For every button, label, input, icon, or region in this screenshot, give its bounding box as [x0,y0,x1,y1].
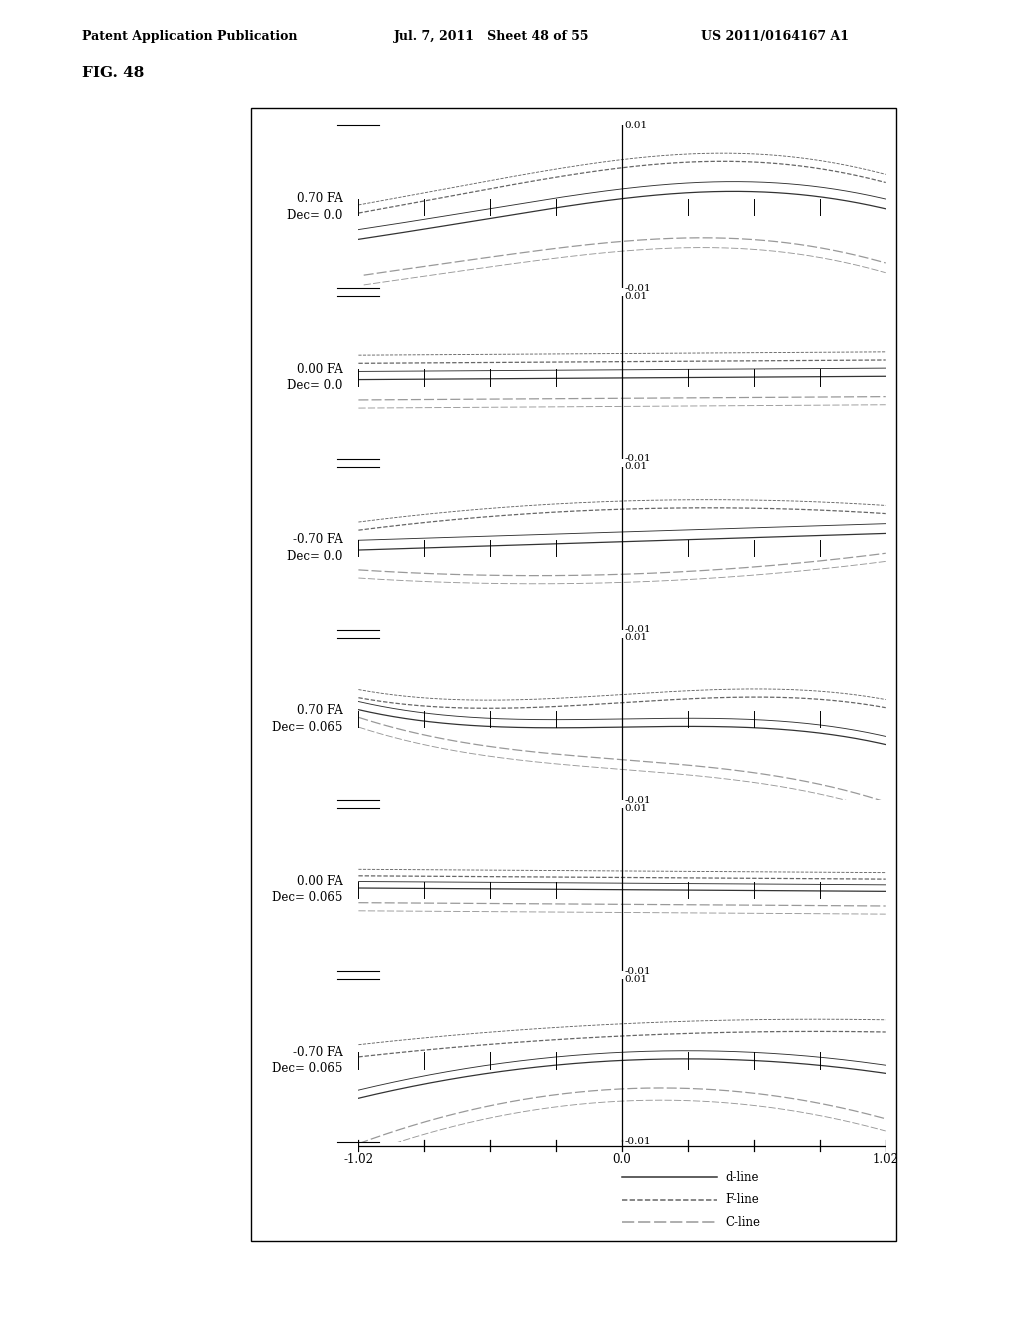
Text: d-line: d-line [725,1171,759,1184]
Text: 0.01: 0.01 [625,121,648,129]
Text: F-line: F-line [725,1193,759,1206]
Text: 0.00 FA
Dec= 0.0: 0.00 FA Dec= 0.0 [287,363,343,392]
Text: US 2011/0164167 A1: US 2011/0164167 A1 [701,30,850,44]
Text: Patent Application Publication: Patent Application Publication [82,30,297,44]
Text: 0.01: 0.01 [625,292,648,301]
Text: 0.70 FA
Dec= 0.065: 0.70 FA Dec= 0.065 [272,704,343,734]
Text: 0.00 FA
Dec= 0.065: 0.00 FA Dec= 0.065 [272,875,343,904]
Text: 0.01: 0.01 [625,804,648,813]
Text: 0.01: 0.01 [625,462,648,471]
Text: 0.70 FA
Dec= 0.0: 0.70 FA Dec= 0.0 [287,191,343,222]
Text: -0.01: -0.01 [625,284,651,293]
Text: -0.01: -0.01 [625,796,651,805]
Text: 0.01: 0.01 [625,974,648,983]
Text: C-line: C-line [725,1216,760,1229]
Text: -0.01: -0.01 [625,626,651,634]
Text: -0.70 FA
Dec= 0.065: -0.70 FA Dec= 0.065 [272,1045,343,1076]
Text: -1.02: -1.02 [343,1154,374,1166]
Text: -0.01: -0.01 [625,1138,651,1146]
Text: -0.01: -0.01 [625,966,651,975]
Text: 0.0: 0.0 [612,1154,632,1166]
Text: -0.70 FA
Dec= 0.0: -0.70 FA Dec= 0.0 [287,533,343,564]
Text: 1.02: 1.02 [872,1154,899,1166]
Text: 0.01: 0.01 [625,634,648,642]
Text: -0.01: -0.01 [625,454,651,463]
Text: FIG. 48: FIG. 48 [82,66,144,81]
Text: Jul. 7, 2011   Sheet 48 of 55: Jul. 7, 2011 Sheet 48 of 55 [394,30,590,44]
